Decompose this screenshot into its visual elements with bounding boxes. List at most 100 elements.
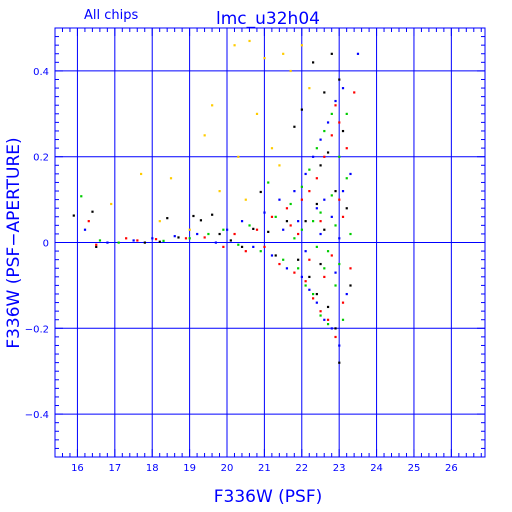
data-point (304, 280, 307, 283)
data-point (267, 230, 270, 233)
x-tick-label: 16 (71, 463, 84, 474)
data-point (188, 228, 191, 231)
data-point (244, 250, 247, 253)
data-point (222, 228, 225, 231)
chart-subtitle: All chips (84, 8, 138, 23)
data-point (143, 241, 146, 244)
x-tick-label: 17 (108, 463, 121, 474)
data-point (315, 292, 318, 296)
data-point (330, 327, 333, 330)
data-point (330, 112, 333, 115)
data-point (326, 121, 330, 124)
data-point (199, 219, 203, 222)
data-point (151, 237, 154, 240)
data-point (315, 207, 318, 210)
data-point (192, 214, 195, 218)
data-point (326, 318, 330, 321)
data-point (218, 190, 221, 193)
data-point (315, 301, 318, 304)
data-point (312, 292, 315, 296)
data-point (98, 239, 102, 242)
data-point (214, 241, 217, 244)
data-point (334, 327, 337, 330)
data-point (338, 262, 341, 266)
data-point (315, 202, 318, 206)
x-tick-label: 26 (445, 463, 458, 474)
data-point (341, 215, 345, 218)
data-point (95, 243, 98, 246)
data-point (319, 314, 322, 317)
data-point (169, 177, 173, 180)
data-point (203, 236, 206, 239)
x-tick-label: 24 (370, 463, 383, 474)
data-point (345, 112, 348, 115)
grid (55, 28, 485, 457)
data-point (330, 194, 333, 197)
x-tick-label: 21 (258, 463, 271, 474)
data-point (304, 172, 307, 176)
data-point (334, 190, 337, 193)
data-point (233, 232, 236, 236)
data-point (218, 232, 221, 236)
data-point (282, 258, 285, 261)
data-point (326, 323, 330, 326)
data-point (259, 190, 262, 194)
data-point (184, 237, 188, 240)
data-point (323, 267, 326, 270)
data-point (297, 258, 300, 261)
data-point (278, 262, 281, 266)
data-point (196, 232, 199, 236)
data-point (315, 177, 318, 180)
data-point (338, 155, 341, 158)
data-point (267, 181, 270, 184)
data-point (319, 232, 322, 236)
data-point (207, 232, 210, 236)
data-point (330, 215, 333, 218)
data-point (278, 164, 281, 167)
data-point (319, 262, 322, 266)
data-point (91, 210, 94, 213)
data-point (341, 318, 345, 321)
data-point (248, 39, 251, 43)
data-point (326, 250, 330, 253)
data-point (177, 236, 180, 239)
data-point (300, 44, 303, 47)
data-point (259, 250, 262, 253)
chart-title: lmc_u32h04 (216, 9, 320, 29)
data-point (308, 288, 311, 291)
tick-labels: 16 17 18 19 20 21 22 23 24 25 26 −0.4 −0.2 0 0.2 0.4 (25, 67, 458, 474)
data-point (319, 138, 322, 141)
data-point (334, 284, 337, 287)
plot-frame (54, 27, 486, 458)
data-point (240, 220, 244, 223)
data-point (349, 284, 352, 287)
data-point (244, 198, 247, 201)
data-point (300, 275, 303, 279)
y-tick-label: 0 (43, 239, 49, 250)
data-point (330, 52, 333, 55)
data-point (300, 108, 303, 111)
data-point (341, 87, 345, 90)
data-point (233, 44, 236, 47)
data-point (125, 237, 128, 240)
data-point (158, 220, 161, 223)
data-point (315, 245, 318, 248)
data-point (323, 91, 326, 94)
data-point (255, 112, 259, 115)
data-point (312, 297, 315, 300)
data-point (304, 250, 307, 253)
data-point (341, 301, 345, 304)
data-point (323, 198, 326, 201)
data-point (263, 57, 266, 60)
data-point (203, 134, 206, 137)
data-point (319, 211, 322, 214)
data-point (300, 228, 303, 231)
x-tick-label: 23 (333, 463, 346, 474)
data-point (229, 239, 232, 242)
data-point (334, 271, 337, 274)
data-point (222, 245, 225, 248)
data-point (293, 125, 296, 128)
data-point (87, 220, 90, 223)
data-point (285, 220, 289, 223)
